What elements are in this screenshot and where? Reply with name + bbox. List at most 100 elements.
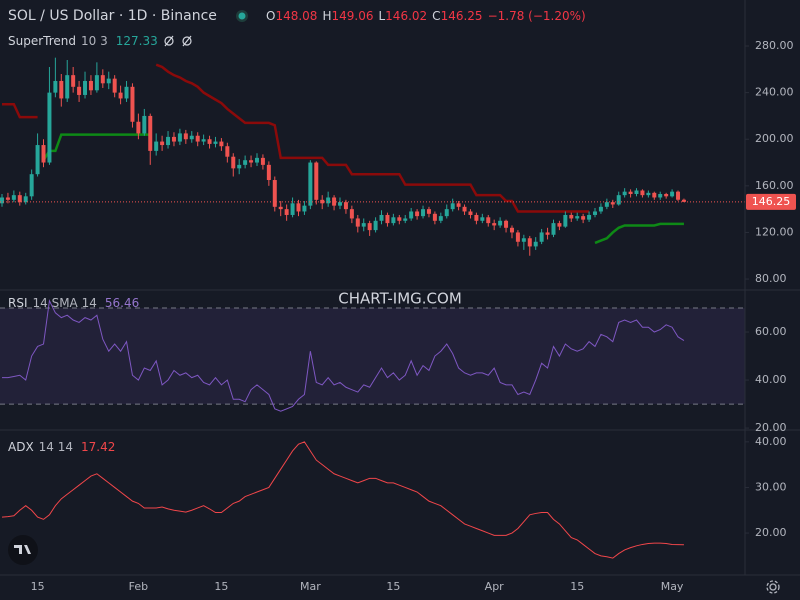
x-tick-label: May bbox=[661, 580, 684, 593]
candle-body bbox=[385, 214, 390, 224]
y-tick-label: 20.00 bbox=[755, 526, 787, 539]
candle-body bbox=[5, 197, 10, 200]
candle-body bbox=[563, 214, 568, 227]
indicator-value: 56.46 bbox=[105, 296, 139, 310]
candle-body bbox=[284, 209, 289, 215]
plot-area bbox=[0, 57, 745, 559]
x-tick-label: Mar bbox=[300, 580, 321, 593]
x-tick-label: 15 bbox=[214, 580, 228, 593]
candle-body bbox=[213, 141, 218, 144]
ohlc-label: L bbox=[378, 9, 385, 23]
y-tick-label: 240.00 bbox=[755, 86, 794, 99]
candle-body bbox=[664, 193, 669, 197]
candle-body bbox=[622, 191, 627, 196]
null-icon bbox=[164, 36, 174, 46]
candle-body bbox=[302, 205, 307, 212]
candle-body bbox=[195, 135, 200, 142]
indicator-params: 14 SMA 14 bbox=[33, 296, 97, 310]
candle-body bbox=[575, 216, 580, 219]
candle-body bbox=[403, 218, 408, 221]
candle-body bbox=[397, 217, 402, 221]
candle-body bbox=[171, 136, 176, 142]
settings-icon[interactable] bbox=[769, 583, 777, 591]
supertrend bbox=[2, 63, 590, 213]
candle-body bbox=[640, 190, 645, 196]
candle-body bbox=[658, 193, 663, 198]
indicator-line bbox=[1, 441, 684, 559]
y-tick-label: 60.00 bbox=[755, 325, 787, 338]
adx-legend: ADX 14 14 17.42 bbox=[8, 440, 115, 454]
candle-body bbox=[504, 220, 509, 228]
candle-body bbox=[237, 164, 242, 169]
candle-body bbox=[545, 232, 550, 235]
candle-body bbox=[207, 139, 212, 144]
candle-body bbox=[569, 214, 574, 219]
status-icon bbox=[238, 12, 246, 20]
candle-body bbox=[349, 209, 354, 219]
null-icons bbox=[164, 35, 192, 47]
indicator-line bbox=[2, 299, 685, 412]
candle-body bbox=[17, 195, 22, 203]
ohlc-label: H bbox=[322, 9, 331, 23]
candle-body bbox=[266, 164, 271, 181]
candle-body bbox=[610, 202, 615, 205]
candle-body bbox=[189, 135, 194, 140]
candle-body bbox=[231, 156, 236, 169]
settings-icon[interactable] bbox=[766, 580, 780, 594]
candle-body bbox=[670, 191, 675, 197]
candle-body bbox=[35, 145, 40, 175]
candle-body bbox=[219, 141, 224, 147]
candle-body bbox=[521, 238, 526, 242]
symbol: SOL / US Dollar · 1D · Binance bbox=[8, 8, 217, 24]
candle-body bbox=[587, 214, 592, 220]
candle-body bbox=[94, 75, 99, 91]
candle-body bbox=[498, 220, 503, 226]
rsi-band bbox=[0, 308, 745, 405]
candle-body bbox=[343, 202, 348, 210]
x-tick-label: 15 bbox=[31, 580, 45, 593]
ohlc-value: 146.02 bbox=[385, 9, 427, 23]
candle-body bbox=[652, 192, 657, 198]
candle-body bbox=[130, 86, 135, 122]
candle-body bbox=[509, 227, 514, 233]
y-tick-label: 80.00 bbox=[755, 272, 787, 285]
candle-body bbox=[492, 223, 497, 226]
candle-body bbox=[361, 223, 366, 227]
candle-body bbox=[314, 162, 319, 200]
y-tick-label: 200.00 bbox=[755, 132, 794, 145]
ohlc-label: C bbox=[432, 9, 440, 23]
candle-body bbox=[474, 214, 479, 221]
y-tick-label: 40.00 bbox=[755, 373, 787, 386]
logo bbox=[8, 535, 38, 565]
candle-body bbox=[456, 203, 461, 207]
candle-body bbox=[426, 209, 431, 214]
indicator-value: 127.33 bbox=[116, 34, 158, 48]
last-price-tag bbox=[746, 193, 796, 210]
candle-body bbox=[0, 197, 4, 204]
candle-body bbox=[338, 202, 343, 206]
settings-icon[interactable] bbox=[766, 580, 780, 594]
candle-body bbox=[243, 160, 248, 165]
indicator-name: RSI bbox=[8, 296, 28, 310]
candle-body bbox=[581, 216, 586, 220]
candle-body bbox=[249, 160, 254, 163]
candle-body bbox=[100, 75, 105, 84]
candle-body bbox=[23, 196, 28, 203]
candle-body bbox=[444, 209, 449, 217]
candle-body bbox=[136, 121, 141, 134]
ohlc-value: 146.25 bbox=[441, 9, 483, 23]
change: −1.78 (−1.20%) bbox=[488, 9, 586, 23]
indicator-params: 10 3 bbox=[81, 34, 108, 48]
candle-body bbox=[112, 78, 117, 93]
candle-body bbox=[154, 141, 159, 151]
candle-body bbox=[379, 214, 384, 221]
x-tick-label: 15 bbox=[386, 580, 400, 593]
candle-body bbox=[373, 220, 378, 231]
x-tick-label: Feb bbox=[129, 580, 148, 593]
candle-body bbox=[88, 80, 93, 91]
symbol-title: SOL / US Dollar · 1D · Binance bbox=[8, 8, 217, 24]
candle-body bbox=[557, 223, 562, 227]
null-icon bbox=[164, 35, 174, 47]
last-price-label: 146.25 bbox=[752, 195, 791, 208]
